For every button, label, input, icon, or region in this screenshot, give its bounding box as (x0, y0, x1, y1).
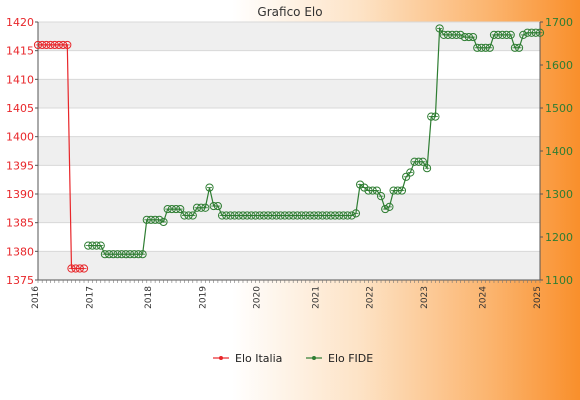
data-point (431, 112, 440, 121)
x-tick-label: 2016 (31, 286, 41, 309)
data-point (360, 183, 369, 192)
y-right-tick-label: 1400 (545, 145, 573, 158)
legend-label: Elo Italia (235, 352, 282, 365)
x-tick-label: 2017 (85, 286, 95, 309)
data-point (485, 43, 494, 52)
grid-band (38, 79, 540, 108)
y-left-tick-label: 1410 (6, 73, 34, 86)
data-point (351, 209, 361, 218)
y-left-tick-label: 1420 (6, 16, 34, 29)
data-point (356, 180, 365, 189)
x-tick-label: 2019 (198, 286, 208, 309)
data-point (213, 201, 222, 211)
data-point (406, 168, 415, 177)
x-tick-label: 2023 (420, 286, 430, 309)
y-left-tick-label: 1380 (6, 245, 34, 258)
x-tick-label: 2024 (479, 286, 489, 309)
y-left-tick-label: 1390 (6, 188, 34, 201)
data-point (519, 30, 528, 40)
chart-title: Grafico Elo (257, 5, 322, 19)
x-tick-label: 2018 (144, 286, 154, 309)
y-right-tick-label: 1300 (545, 188, 573, 201)
y-right-tick-label: 1100 (545, 274, 573, 287)
data-point (506, 30, 515, 40)
y-left-tick-label: 1400 (6, 131, 34, 144)
legend-swatch-marker (219, 356, 223, 360)
data-point (205, 183, 214, 192)
y-left-tick-label: 1375 (6, 274, 34, 287)
y-right-tick-label: 1500 (545, 102, 573, 115)
y-left-tick-label: 1415 (6, 45, 34, 58)
data-point (63, 40, 72, 50)
grid-band (38, 194, 540, 223)
data-point (418, 157, 427, 166)
data-point (422, 164, 432, 173)
data-point (381, 204, 390, 214)
data-point (138, 250, 147, 259)
data-point (397, 186, 407, 195)
grid-band (38, 251, 540, 280)
data-point (79, 264, 89, 273)
data-point (402, 172, 411, 181)
y-left-tick-label: 1405 (6, 102, 34, 115)
x-tick-label: 2020 (253, 286, 263, 309)
y-left-tick-label: 1385 (6, 217, 34, 230)
data-point (385, 202, 394, 211)
y-right-tick-label: 1600 (545, 59, 573, 72)
data-point (347, 211, 356, 220)
legend-swatch-marker (312, 356, 316, 360)
grid-band (38, 22, 540, 51)
x-tick-label: 2022 (366, 286, 376, 309)
data-point (514, 43, 524, 52)
plot-area: 1375 1380 1385 1390 1395 1400 1405 1410 1415 1420… (6, 16, 573, 309)
data-point (155, 215, 164, 224)
data-point (376, 192, 386, 201)
data-point (188, 211, 197, 220)
data-point (201, 203, 210, 212)
data-point (435, 24, 444, 33)
x-tick-label: 2021 (311, 286, 321, 309)
y-left-tick-label: 1395 (6, 159, 34, 172)
data-point (535, 28, 545, 37)
y-right-tick-label: 1200 (545, 231, 573, 244)
y-right-tick-label: 1700 (545, 16, 573, 29)
data-point (159, 217, 168, 227)
legend: Elo Italia Elo FIDE (213, 352, 373, 365)
data-point (96, 241, 105, 250)
data-point (176, 204, 185, 214)
x-tick-label: 2025 (533, 286, 543, 309)
data-point (456, 30, 465, 40)
data-point (372, 186, 381, 195)
grid-band (38, 136, 540, 166)
legend-label: Elo FIDE (328, 352, 373, 365)
data-point (468, 32, 478, 42)
